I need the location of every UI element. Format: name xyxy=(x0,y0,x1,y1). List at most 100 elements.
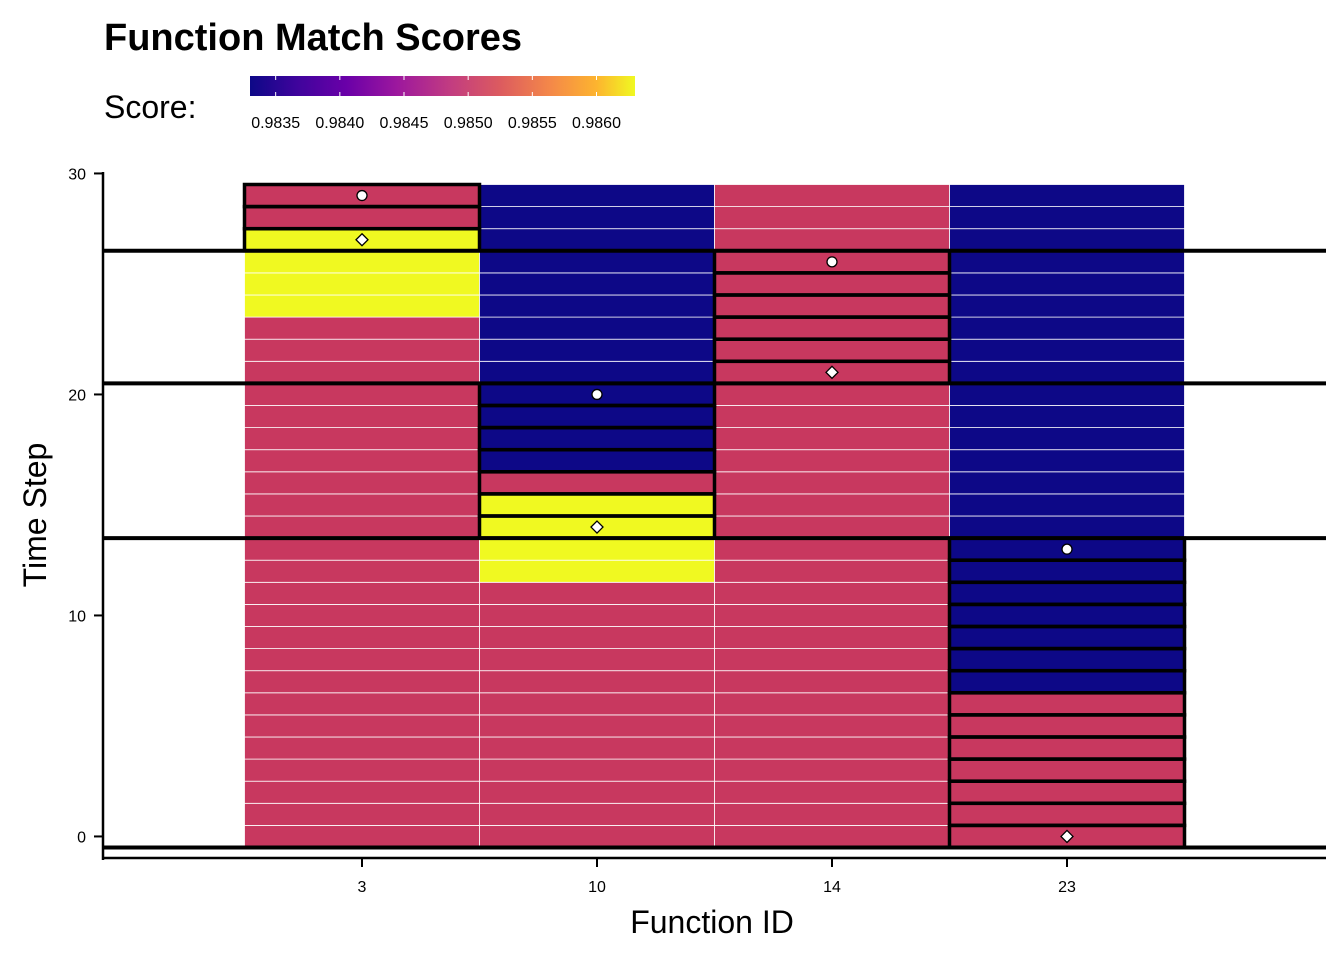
heatmap-cell xyxy=(244,604,480,627)
heatmap-cell xyxy=(714,493,950,517)
heatmap-cell xyxy=(244,427,480,451)
heatmap-cell xyxy=(479,360,715,384)
legend-colorbar xyxy=(250,76,635,96)
heatmap-cell xyxy=(714,825,950,848)
circle-marker xyxy=(591,388,603,401)
heatmap-cell xyxy=(479,206,715,230)
heatmap-cell xyxy=(479,714,715,738)
heatmap-cell xyxy=(714,206,950,230)
heatmap-cell xyxy=(244,736,480,760)
heatmap-cell xyxy=(244,294,480,318)
circle-marker xyxy=(356,189,368,202)
heatmap-cell xyxy=(949,405,1185,429)
heatmap-cell xyxy=(479,338,715,362)
legend-tick-label: 0.9855 xyxy=(508,115,557,132)
heatmap-cell xyxy=(244,802,480,826)
heatmap-cell xyxy=(714,581,950,605)
legend-title: Score: xyxy=(104,89,196,125)
heatmap-cell xyxy=(714,294,950,318)
x-tick-label: 3 xyxy=(358,879,367,896)
diamond-marker xyxy=(825,365,839,380)
y-tick-label: 20 xyxy=(68,387,86,404)
heatmap-cell xyxy=(949,692,1185,716)
heatmap-cell xyxy=(949,360,1185,384)
heatmap-cell xyxy=(714,692,950,716)
heatmap-cell xyxy=(949,294,1185,318)
heatmap-cell xyxy=(244,825,480,848)
heatmap-cell xyxy=(244,449,480,473)
heatmap-cell xyxy=(244,250,480,274)
heatmap-cell xyxy=(714,427,950,451)
heatmap-cell xyxy=(479,825,715,848)
heatmap-cell xyxy=(479,449,715,473)
heatmap-cell xyxy=(714,338,950,362)
x-tick-label: 10 xyxy=(588,879,606,896)
heatmap-cell xyxy=(714,670,950,694)
heatmap-cell xyxy=(949,648,1185,672)
heatmap-cell xyxy=(479,272,715,296)
heatmap-cell xyxy=(714,272,950,296)
diamond-marker xyxy=(1060,829,1074,844)
heatmap-cell xyxy=(244,338,480,362)
heatmap-cell xyxy=(244,758,480,782)
heatmap-cell xyxy=(479,427,715,451)
heatmap-cell xyxy=(479,471,715,495)
heatmap-cell xyxy=(714,758,950,782)
heatmap-cell xyxy=(479,802,715,826)
heatmap-cell xyxy=(479,294,715,318)
y-tick-label: 0 xyxy=(77,829,86,846)
x-axis-label: Function ID xyxy=(630,904,794,940)
y-tick-label: 30 xyxy=(68,166,86,183)
diamond-marker xyxy=(590,520,604,534)
heatmap-cell xyxy=(714,405,950,429)
heatmap-cell xyxy=(479,250,715,274)
heatmap-cell xyxy=(949,802,1185,826)
heatmap-cell xyxy=(479,228,715,252)
heatmap-cell xyxy=(949,626,1185,650)
heatmap-cell xyxy=(244,493,480,517)
heatmap-cell xyxy=(949,338,1185,362)
heatmap-cell xyxy=(479,581,715,605)
heatmap-cell xyxy=(949,471,1185,495)
heatmap-cell xyxy=(714,316,950,340)
heatmap-cell xyxy=(714,184,950,208)
heatmap-cell xyxy=(479,405,715,429)
heatmap-cell xyxy=(949,714,1185,738)
heatmap-cell xyxy=(949,206,1185,230)
heatmap-cell xyxy=(244,471,480,495)
heatmap-cell xyxy=(479,758,715,782)
x-tick-label: 14 xyxy=(823,879,841,896)
heatmap-cell xyxy=(714,559,950,583)
heatmap-cell xyxy=(949,670,1185,694)
heatmap-cell xyxy=(714,714,950,738)
heatmap-cell xyxy=(714,736,950,760)
chart-title: Function Match Scores xyxy=(104,17,522,59)
heatmap-cell xyxy=(949,604,1185,627)
markers xyxy=(355,189,1074,844)
heatmap-cell xyxy=(479,670,715,694)
heatmap-cell xyxy=(479,692,715,716)
boundary-lines xyxy=(103,248,1326,850)
heatmap-cell xyxy=(244,581,480,605)
heatmap-cell xyxy=(714,648,950,672)
heatmap-cell xyxy=(244,692,480,716)
heatmap-cell xyxy=(714,626,950,650)
heatmap-cell xyxy=(949,736,1185,760)
heatmap-cell xyxy=(714,228,950,252)
heatmap-cell xyxy=(949,515,1185,539)
circle-marker xyxy=(826,256,838,268)
heatmap-cell xyxy=(244,382,480,406)
heatmap-cell xyxy=(714,449,950,473)
heatmap-cell xyxy=(244,206,480,230)
highlight-cell-outline xyxy=(242,182,482,209)
heatmap-cell xyxy=(479,559,715,583)
heatmap-cell xyxy=(949,316,1185,340)
y-axis-label: Time Step xyxy=(17,443,53,588)
legend-ticks: 0.9835 0.9840 0.9845 0.9850 0.9855 0.9860 xyxy=(251,76,621,132)
legend-tick-label: 0.9840 xyxy=(315,115,364,132)
heatmap-cell xyxy=(714,604,950,627)
heatmap-cell xyxy=(714,471,950,495)
heatmap-cell xyxy=(949,427,1185,451)
heatmap-cell xyxy=(479,736,715,760)
